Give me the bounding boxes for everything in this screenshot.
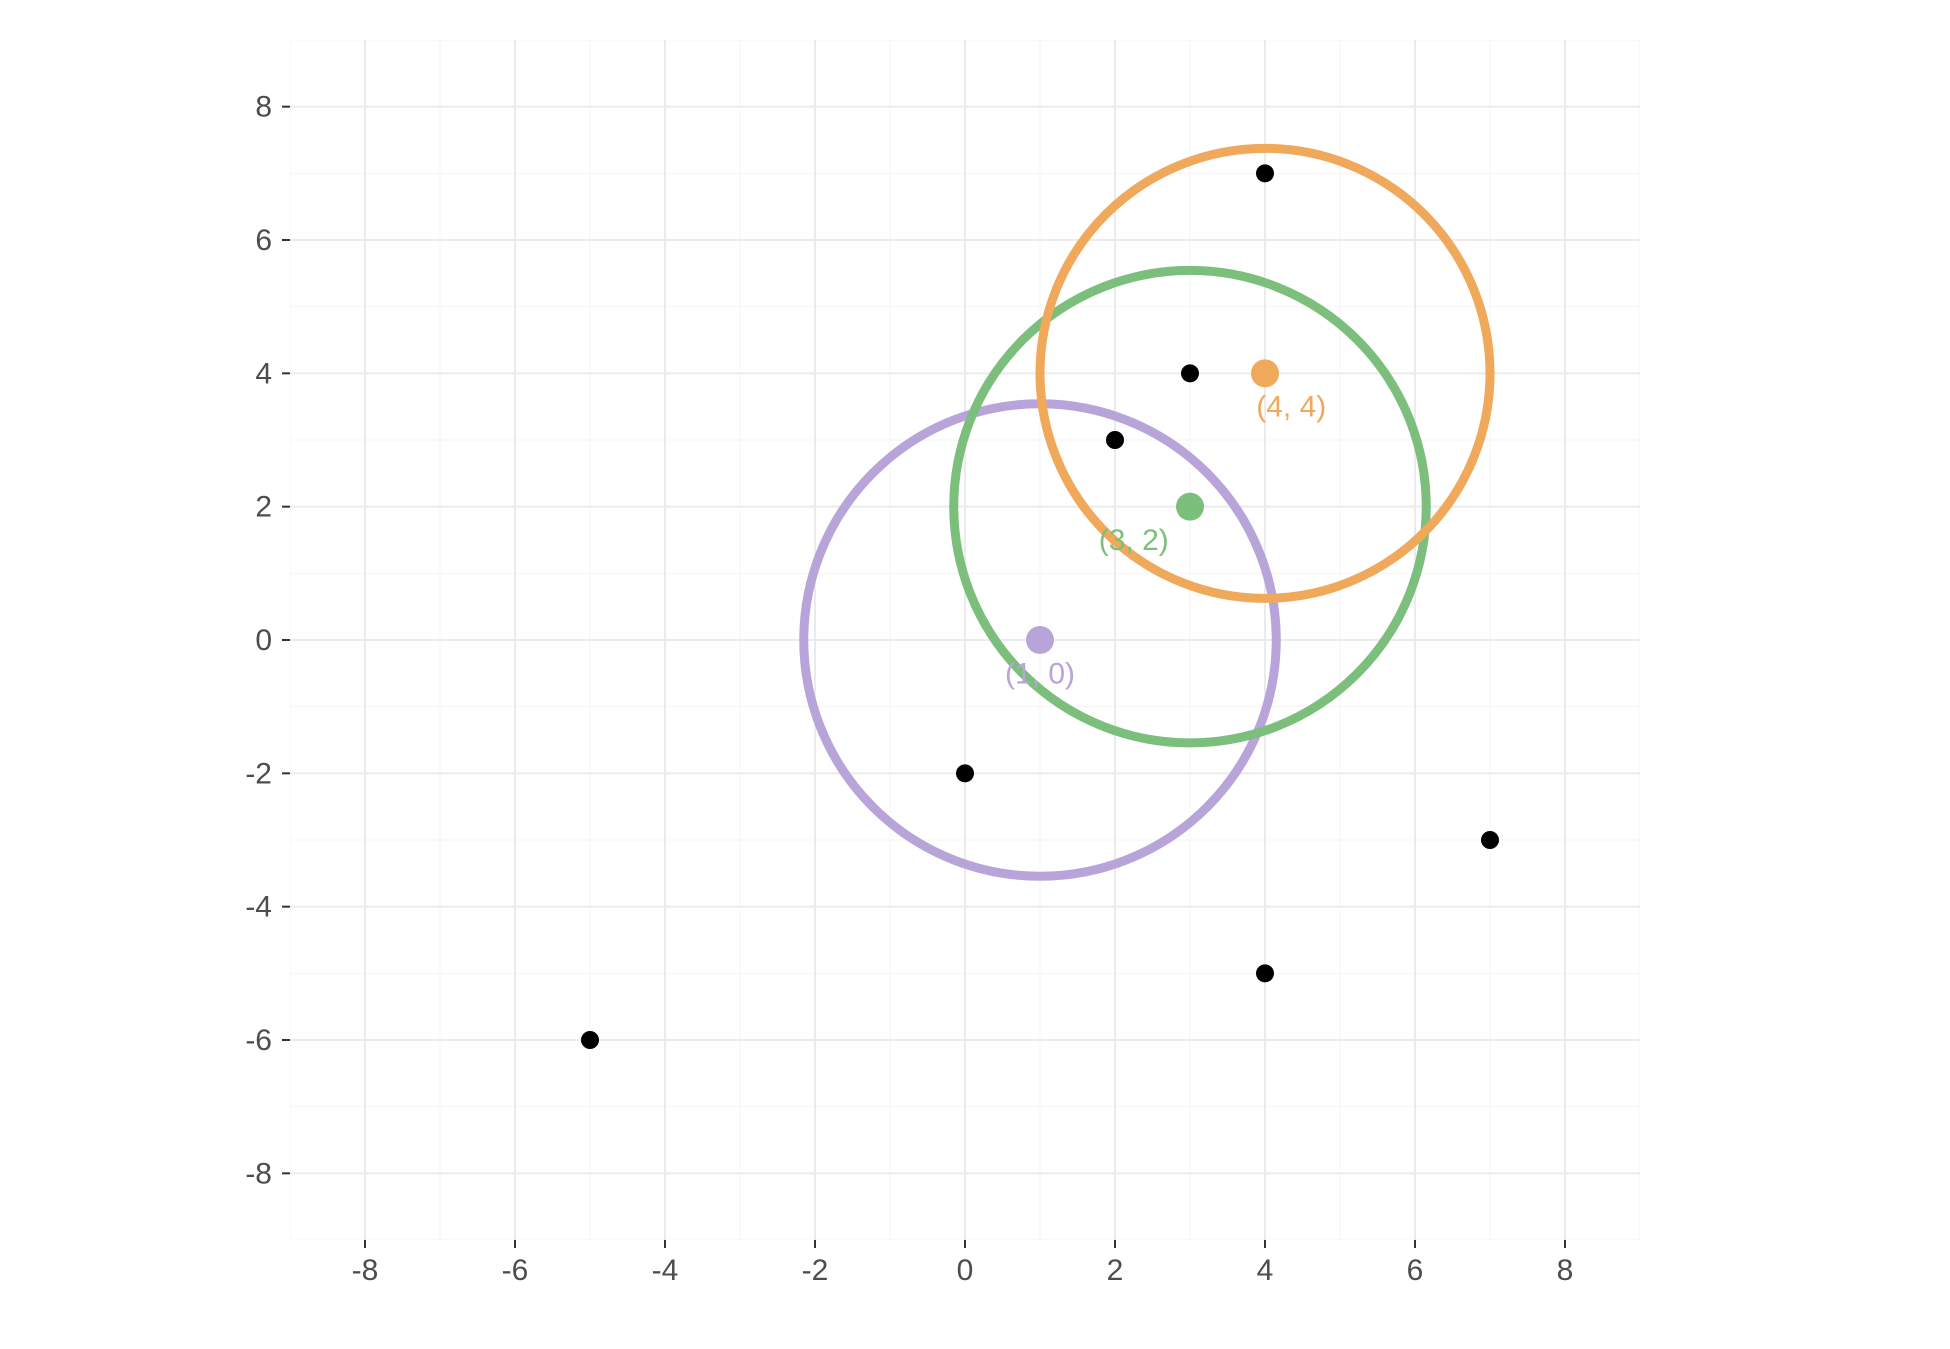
- x-tick-label: 0: [957, 1254, 974, 1287]
- data-point: [1481, 831, 1499, 849]
- y-tick-label: 6: [255, 224, 272, 257]
- center-label: (4, 4): [1256, 391, 1326, 424]
- x-tick-label: -2: [802, 1254, 829, 1287]
- data-point: [956, 764, 974, 782]
- data-point: [1106, 431, 1124, 449]
- data-point: [1256, 164, 1274, 182]
- y-tick-label: -2: [245, 757, 272, 790]
- chart-container: -8 -6 -4 -2 0 2 4 6 8 -8 -6 -4 -2 0 2 4 6 8 (1, 0) (3, 2) (4…: [0, 0, 1950, 1349]
- y-tick-label: -8: [245, 1157, 272, 1190]
- y-tick-label: 0: [255, 624, 272, 657]
- y-tick-label: 2: [255, 491, 272, 524]
- x-tick-label: -8: [352, 1254, 379, 1287]
- x-tick-label: 6: [1407, 1254, 1424, 1287]
- y-tick-label: 8: [255, 91, 272, 124]
- scatter-chart: -8 -6 -4 -2 0 2 4 6 8 -8 -6 -4 -2 0 2 4 6 8 (1, 0) (3, 2) (4…: [0, 0, 1950, 1349]
- x-tick-label: 4: [1257, 1254, 1274, 1287]
- x-tick-label: 2: [1107, 1254, 1124, 1287]
- y-tick-label: -6: [245, 1024, 272, 1057]
- center-point: [1176, 493, 1204, 521]
- data-point: [1256, 964, 1274, 982]
- center-point: [1026, 626, 1054, 654]
- center-label: (1, 0): [1005, 657, 1075, 690]
- data-point: [1181, 364, 1199, 382]
- x-tick-label: -6: [502, 1254, 529, 1287]
- x-tick-label: -4: [652, 1254, 679, 1287]
- center-point: [1251, 359, 1279, 387]
- center-label: (3, 2): [1099, 524, 1169, 557]
- data-point: [581, 1031, 599, 1049]
- y-tick-label: 4: [255, 357, 272, 390]
- y-tick-label: -4: [245, 891, 272, 924]
- x-tick-label: 8: [1557, 1254, 1574, 1287]
